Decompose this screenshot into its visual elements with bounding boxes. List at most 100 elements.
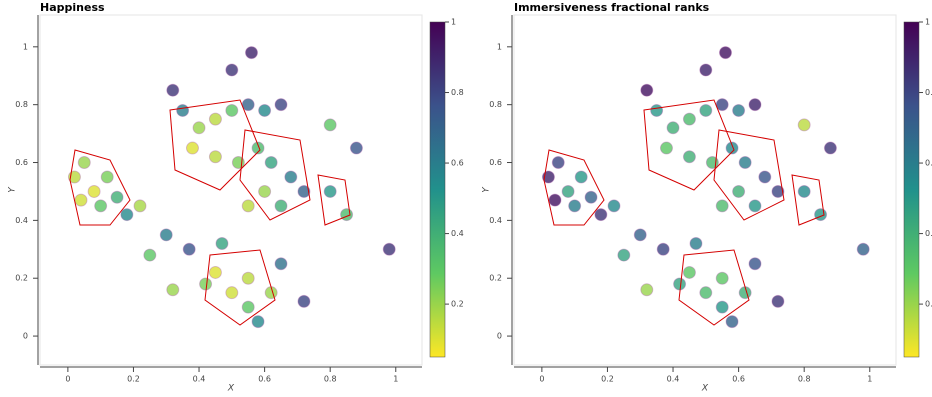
point (758, 170, 772, 184)
point (633, 228, 647, 242)
point (594, 208, 608, 222)
point (715, 271, 729, 285)
point (748, 199, 762, 213)
point (682, 150, 696, 164)
colorbar-tick-label: 0.6 (451, 159, 464, 168)
y-tick-label: 0.4 (15, 216, 28, 225)
x-axis-label: X (227, 384, 235, 394)
point (241, 271, 255, 285)
colorbar (429, 21, 446, 358)
point (100, 170, 114, 184)
point (666, 121, 680, 135)
point (258, 103, 272, 117)
y-tick-label: 0.8 (489, 100, 502, 109)
point (640, 83, 654, 97)
colorbar-tick-label: 0.4 (451, 229, 464, 238)
x-tick-label: 0.8 (324, 375, 337, 384)
colorbar-tick-label: 0.4 (925, 229, 932, 238)
y-tick-label: 0.2 (15, 274, 28, 283)
y-tick-label: 0.4 (489, 216, 502, 225)
point (274, 98, 288, 112)
point (225, 286, 239, 300)
point (241, 300, 255, 314)
x-tick-label: 0 (65, 375, 70, 384)
colorbar-tick-label: 1 (925, 18, 930, 27)
y-tick-label: 0 (497, 332, 502, 341)
point (718, 46, 732, 60)
point (682, 265, 696, 279)
y-axis-label: Y (482, 186, 492, 193)
point (199, 277, 213, 291)
point (225, 63, 239, 77)
y-tick-label: 1 (497, 42, 502, 51)
point (94, 199, 108, 213)
colorbar-tick-label: 0.2 (925, 300, 932, 309)
point (561, 184, 575, 198)
point (650, 103, 664, 117)
point (382, 242, 396, 256)
x-tick-label: 0.4 (193, 375, 206, 384)
point (607, 199, 621, 213)
point (258, 184, 272, 198)
chart-title: Immersiveness fractional ranks (514, 1, 710, 14)
point (682, 112, 696, 126)
point (551, 156, 565, 170)
point (699, 103, 713, 117)
x-tick-label: 0.6 (732, 375, 745, 384)
point (584, 190, 598, 204)
point (814, 208, 828, 222)
point (323, 184, 337, 198)
point (159, 228, 173, 242)
plot-frame (513, 14, 897, 366)
x-tick-label: 1 (867, 375, 872, 384)
point (297, 184, 311, 198)
point (215, 237, 229, 251)
point (274, 257, 288, 271)
y-tick-label: 0.6 (15, 158, 28, 167)
point (574, 170, 588, 184)
point (74, 193, 88, 207)
point (264, 156, 278, 170)
point (673, 277, 687, 291)
point (251, 315, 265, 329)
point (166, 283, 180, 297)
point (738, 156, 752, 170)
point (182, 242, 196, 256)
point (689, 237, 703, 251)
point (725, 315, 739, 329)
y-tick-label: 0.8 (15, 100, 28, 109)
point (659, 141, 673, 155)
point (110, 190, 124, 204)
chart-title: Happiness (40, 1, 105, 14)
y-tick-label: 0 (23, 332, 28, 341)
point (699, 63, 713, 77)
point (732, 103, 746, 117)
point (656, 242, 670, 256)
point (143, 248, 157, 262)
point (748, 98, 762, 112)
point (771, 184, 785, 198)
point (208, 112, 222, 126)
point (208, 265, 222, 279)
y-axis-label: Y (8, 186, 18, 193)
point (208, 150, 222, 164)
points (67, 46, 396, 329)
point (725, 141, 739, 155)
point (192, 121, 206, 135)
point (133, 199, 147, 213)
colorbar-tick-label: 0.8 (925, 88, 932, 97)
point (699, 286, 713, 300)
point (732, 184, 746, 198)
point (251, 141, 265, 155)
point (77, 156, 91, 170)
y-tick-label: 0.2 (489, 274, 502, 283)
point (617, 248, 631, 262)
colorbar-tick-label: 0.8 (451, 88, 464, 97)
colorbar-tick-label: 0.6 (925, 159, 932, 168)
y-tick-label: 1 (23, 42, 28, 51)
point (797, 118, 811, 132)
point (797, 184, 811, 198)
point (225, 103, 239, 117)
point (241, 199, 255, 213)
